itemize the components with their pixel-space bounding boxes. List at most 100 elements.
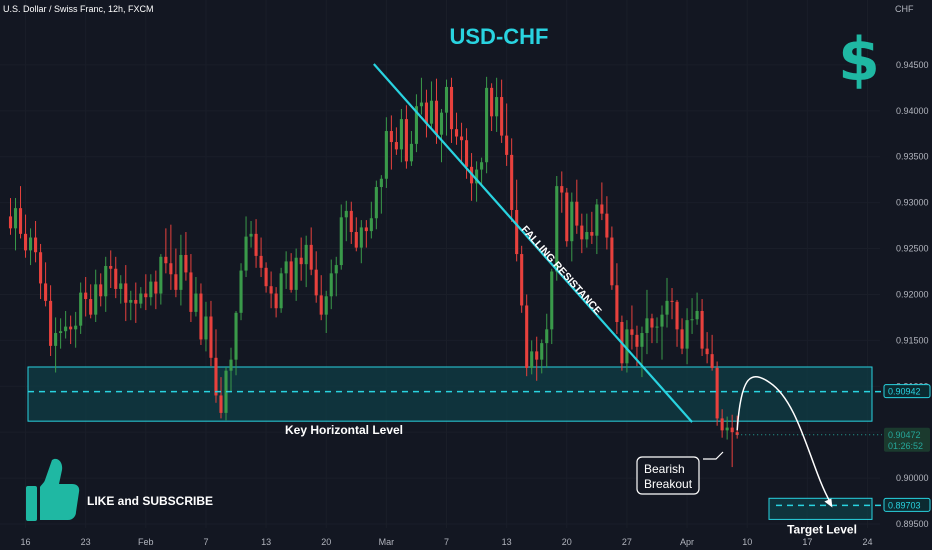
candle-body	[530, 351, 534, 368]
candle-body	[74, 325, 78, 330]
y-tick-label: 0.92000	[896, 289, 929, 299]
candle-body	[414, 106, 418, 144]
x-tick-label: 16	[21, 537, 31, 547]
candle-body	[34, 237, 38, 253]
candle-body	[384, 131, 388, 179]
candle-body	[369, 218, 373, 232]
candle-body	[329, 273, 333, 297]
candle-body	[580, 225, 584, 240]
candle-body	[249, 233, 253, 237]
candle-body	[565, 192, 569, 242]
candle-body	[555, 186, 559, 272]
candle	[49, 285, 53, 356]
candle-body	[139, 293, 143, 304]
x-tick-label: Mar	[379, 537, 395, 547]
candle-body	[480, 162, 484, 170]
candle	[344, 200, 348, 242]
candle-body	[515, 209, 519, 255]
candle	[449, 77, 454, 143]
candle	[685, 308, 689, 365]
candle-body	[279, 273, 283, 309]
candle-body	[495, 97, 499, 117]
current-price-tag: 0.90472 01:26:52	[884, 427, 930, 452]
candle-body	[314, 269, 318, 296]
candle	[560, 171, 564, 213]
candle	[309, 227, 313, 276]
falling-resistance-label: FALLING RESISTANCE	[519, 224, 604, 318]
candle-body	[394, 142, 398, 150]
candle-body	[239, 270, 243, 313]
candle	[249, 221, 253, 248]
candle	[219, 377, 223, 419]
x-tick-label: 27	[622, 537, 632, 547]
candle-body	[174, 274, 178, 290]
candle	[89, 284, 93, 319]
candle	[149, 274, 153, 306]
y-tick-label: 0.90000	[896, 473, 929, 483]
candle	[209, 300, 213, 367]
candle-body	[595, 204, 599, 236]
candle	[264, 262, 268, 293]
y-tick-label: 0.94000	[896, 106, 929, 116]
projection-arrow-head	[824, 498, 833, 508]
candle-body	[69, 326, 73, 330]
candle	[204, 301, 208, 352]
candle-body	[194, 293, 198, 312]
candle-body	[149, 281, 153, 298]
candle-body	[510, 154, 514, 210]
candle-body	[660, 314, 664, 327]
candle	[254, 219, 258, 268]
x-tick-label: 10	[742, 537, 752, 547]
candle	[299, 237, 303, 281]
candle-body	[490, 87, 494, 117]
candle	[259, 237, 263, 278]
candle	[414, 94, 418, 153]
projection-path	[736, 375, 832, 503]
candle-body	[700, 310, 704, 349]
candle-body	[670, 300, 674, 302]
target-price-tag: 0.89703	[883, 497, 931, 512]
candle	[314, 251, 318, 303]
candle	[59, 318, 63, 349]
candle	[269, 271, 273, 309]
candle	[28, 228, 33, 266]
candle	[214, 329, 218, 403]
candle	[369, 201, 373, 239]
candle-body	[23, 233, 28, 251]
candle	[39, 243, 43, 300]
x-tick-label: Apr	[680, 537, 694, 547]
candle	[239, 263, 243, 321]
candle-body	[209, 316, 213, 358]
candle	[660, 305, 664, 360]
candle	[289, 253, 293, 293]
y-tick-label: 0.89500	[896, 519, 929, 529]
candle-body	[409, 143, 413, 162]
candle-body	[119, 283, 123, 289]
candle	[339, 204, 343, 270]
candle	[139, 287, 143, 309]
candle	[74, 311, 78, 348]
candle-body	[274, 293, 278, 309]
dollar-sign-icon: $	[838, 25, 880, 95]
candle-body	[179, 254, 183, 290]
candle-body	[214, 357, 218, 396]
candle	[625, 320, 629, 373]
candle	[695, 292, 699, 325]
candle-body	[454, 129, 459, 137]
candle-body	[79, 292, 83, 326]
candle-body	[309, 244, 313, 270]
candle-body	[359, 227, 363, 248]
candle-body	[13, 208, 18, 229]
candle	[23, 214, 28, 258]
candle	[294, 248, 298, 301]
candle	[409, 131, 413, 166]
candle-body	[84, 292, 88, 300]
candle	[715, 361, 719, 426]
candle-body	[199, 293, 203, 340]
candle-body	[344, 210, 348, 218]
x-tick-label: 7	[444, 537, 449, 547]
candle-body	[184, 254, 188, 273]
candle	[520, 245, 524, 313]
candle-body	[399, 119, 403, 150]
